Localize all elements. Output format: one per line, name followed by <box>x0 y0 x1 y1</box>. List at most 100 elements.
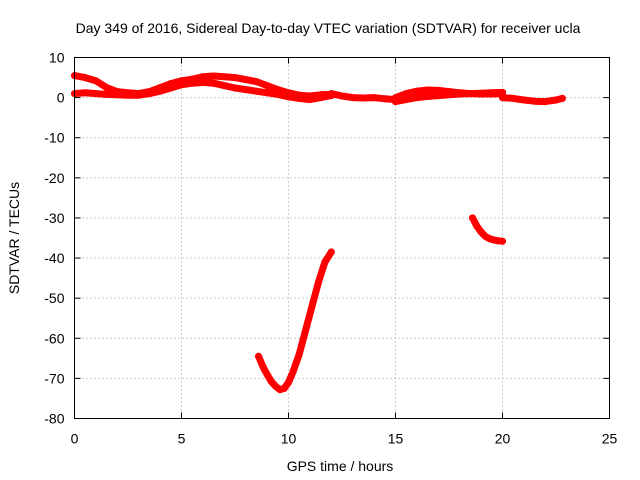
data-point <box>349 94 357 102</box>
y-tick-labels: -80 -70 -60 -50 -40 -30 -20 -10 0 10 <box>44 50 64 427</box>
data-point <box>445 91 453 99</box>
data-point <box>499 237 506 245</box>
data-point <box>477 228 485 236</box>
data-point <box>255 352 262 360</box>
data-point <box>477 89 485 97</box>
x-tick-labels: 0 5 10 15 20 25 <box>71 431 618 447</box>
data-point <box>488 89 496 97</box>
y-tick-label: 0 <box>57 90 65 106</box>
data-point <box>124 91 132 99</box>
y-tick-label: -20 <box>44 170 64 186</box>
y-tick-label: -10 <box>44 130 64 146</box>
axis-ticks <box>74 57 610 419</box>
y-tick-label: -60 <box>44 330 64 346</box>
data-point <box>466 90 474 98</box>
data-point <box>220 82 228 90</box>
data-point <box>531 97 539 105</box>
data-point <box>321 258 329 266</box>
data-point <box>302 326 310 334</box>
data-point <box>267 378 275 386</box>
x-tick-label: 20 <box>495 431 511 447</box>
data-point <box>103 84 111 92</box>
y-tick-label: -50 <box>44 290 64 306</box>
data-point <box>402 90 410 98</box>
data-point <box>381 95 389 103</box>
data-point <box>81 74 89 82</box>
data-point <box>424 86 432 94</box>
x-tick-label: 15 <box>388 431 404 447</box>
data-point <box>424 92 432 100</box>
data-point <box>295 94 303 102</box>
y-axis-label: SDTVAR / TECUs <box>6 182 22 294</box>
data-point <box>317 94 325 102</box>
data-point <box>263 89 271 97</box>
data-point <box>280 384 288 392</box>
data-point <box>242 76 250 84</box>
data-point <box>210 72 218 80</box>
data-point <box>285 378 292 386</box>
y-tick-label: 10 <box>49 50 65 66</box>
data-point <box>285 93 292 101</box>
data-point <box>259 362 267 370</box>
data-point <box>499 88 506 96</box>
data-point <box>188 79 196 87</box>
data-point <box>469 214 476 222</box>
data-point <box>231 74 239 82</box>
data-point <box>103 90 111 98</box>
data-point <box>520 96 528 104</box>
x-tick-label: 0 <box>71 431 79 447</box>
data-point <box>81 89 89 97</box>
data-point <box>499 94 506 102</box>
data-point <box>242 86 250 94</box>
data-point <box>413 94 421 102</box>
data-point <box>263 82 271 90</box>
data-point <box>327 248 335 256</box>
data-point <box>308 302 316 310</box>
data-point <box>473 222 481 230</box>
y-tick-label: -80 <box>44 411 64 427</box>
plot-frame <box>74 57 610 419</box>
data-point <box>289 368 297 376</box>
data-point <box>199 73 207 81</box>
y-tick-label: -40 <box>44 250 64 266</box>
data-point <box>370 94 378 102</box>
chart-title: Day 349 of 2016, Sidereal Day-to-day VTE… <box>76 20 581 36</box>
data-point <box>434 92 442 100</box>
data-point <box>402 96 410 104</box>
data-point <box>167 84 175 92</box>
data-point <box>552 96 560 104</box>
data-point <box>145 90 153 98</box>
data-point <box>220 73 228 81</box>
data-point <box>392 98 399 106</box>
data-point <box>413 87 421 95</box>
data-point <box>274 90 282 98</box>
data-point <box>558 94 566 102</box>
data-point <box>306 96 314 104</box>
data-point <box>113 91 121 99</box>
data-point <box>156 87 164 95</box>
data-point <box>210 79 218 87</box>
data-point <box>252 78 260 86</box>
data-point <box>231 84 239 92</box>
data-point <box>509 94 517 102</box>
data-point <box>252 87 260 95</box>
data-point <box>263 370 271 378</box>
data-point <box>327 90 335 98</box>
x-tick-label: 5 <box>178 431 186 447</box>
x-tick-label: 10 <box>281 431 297 447</box>
data-point <box>92 90 100 98</box>
x-axis-label: GPS time / hours <box>287 458 394 474</box>
data-point <box>359 94 367 102</box>
data-point <box>199 78 207 86</box>
data-point <box>338 92 346 100</box>
data-point <box>541 98 549 106</box>
data-point <box>315 278 322 286</box>
x-tick-label: 25 <box>602 431 618 447</box>
data-point <box>456 90 464 98</box>
data-point <box>295 350 303 358</box>
data-point <box>92 77 100 85</box>
data-point <box>178 81 185 89</box>
y-tick-label: -70 <box>44 370 64 386</box>
